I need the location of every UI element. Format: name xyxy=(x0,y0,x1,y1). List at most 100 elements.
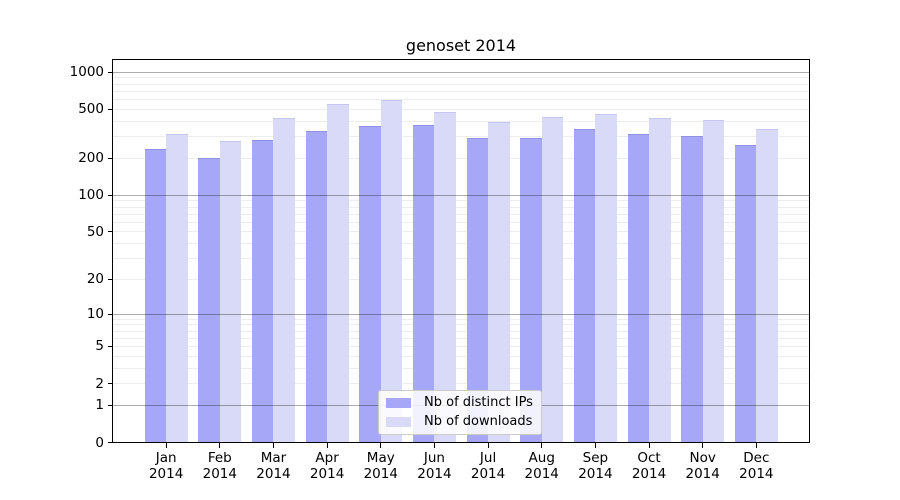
legend-label-downloads: Nb of downloads xyxy=(424,413,533,429)
y-tick-20 xyxy=(108,278,112,280)
chart-title: genoset 2014 xyxy=(405,36,517,55)
gridline-400 xyxy=(113,120,809,122)
bar-jul-downloads xyxy=(488,121,510,443)
bar-sep-distinct-ips xyxy=(573,129,596,443)
bar-nov-distinct-ips xyxy=(681,135,703,443)
bar-jan-downloads xyxy=(166,134,188,443)
gridline-300 xyxy=(113,136,809,138)
gridline-80 xyxy=(113,206,809,208)
bar-jan-distinct-ips xyxy=(144,148,167,443)
y-tick-label-100: 100 xyxy=(78,187,104,204)
x-tick-may xyxy=(380,443,382,448)
bar-may-downloads xyxy=(380,99,403,443)
bar-feb-distinct-ips xyxy=(198,158,220,443)
legend-item-downloads: Nb of downloads xyxy=(386,414,533,430)
y-tick-200 xyxy=(108,157,112,159)
y-tick-label-500: 500 xyxy=(78,101,104,118)
bar-jun-downloads xyxy=(434,111,456,443)
y-tick-10 xyxy=(108,313,112,315)
gridline-700 xyxy=(113,90,809,92)
y-tick-500 xyxy=(108,108,112,110)
x-tick-dec xyxy=(755,443,757,448)
x-tick-label-jun: Jun 2014 xyxy=(417,450,452,482)
y-tick-5 xyxy=(108,345,112,347)
gridline-70 xyxy=(113,213,809,215)
bar-dec-downloads xyxy=(756,129,778,443)
x-tick-label-nov: Nov 2014 xyxy=(685,450,720,482)
y-tick-label-2: 2 xyxy=(95,375,104,392)
bar-oct-distinct-ips xyxy=(627,134,650,443)
bar-feb-downloads xyxy=(219,141,242,443)
x-tick-jul xyxy=(487,443,489,448)
gridline-7 xyxy=(113,330,809,332)
x-tick-label-aug: Aug 2014 xyxy=(524,450,559,482)
plot-area-border xyxy=(112,59,810,443)
gridline-40 xyxy=(113,243,809,244)
x-tick-label-sep: Sep 2014 xyxy=(578,450,613,482)
x-tick-label-dec: Dec 2014 xyxy=(739,450,774,482)
x-tick-oct xyxy=(648,443,650,448)
y-tick-0 xyxy=(108,442,112,443)
x-tick-jun xyxy=(433,443,435,448)
x-tick-label-jul: Jul 2014 xyxy=(470,450,506,482)
y-tick-label-1: 1 xyxy=(95,397,104,414)
bar-jun-distinct-ips xyxy=(412,125,435,443)
bar-jul-distinct-ips xyxy=(466,137,489,443)
bar-apr-distinct-ips xyxy=(305,130,328,443)
y-tick-2 xyxy=(108,383,112,385)
bar-nov-downloads xyxy=(702,119,725,443)
x-tick-label-apr: Apr 2014 xyxy=(309,450,345,482)
legend: Nb of distinct IPs Nb of downloads xyxy=(378,390,542,435)
x-tick-mar xyxy=(272,443,274,448)
y-tick-100 xyxy=(108,194,112,196)
y-tick-label-10: 10 xyxy=(86,306,104,322)
gridline-10 xyxy=(113,313,809,315)
bar-oct-downloads xyxy=(649,118,671,443)
x-tick-label-oct: Oct 2014 xyxy=(631,450,667,482)
gridline-90 xyxy=(113,200,809,202)
gridline-20 xyxy=(113,278,809,280)
y-tick-label-20: 20 xyxy=(86,271,104,288)
gridline-1000 xyxy=(113,71,809,73)
y-tick-label-50: 50 xyxy=(86,223,104,240)
bar-may-distinct-ips xyxy=(359,126,381,443)
x-tick-label-mar: Mar 2014 xyxy=(256,450,291,482)
gridline-100 xyxy=(113,194,809,196)
gridline-5 xyxy=(113,345,809,347)
gridline-60 xyxy=(113,221,809,223)
y-tick-50 xyxy=(108,231,112,233)
gridline-2 xyxy=(113,383,809,385)
bar-mar-distinct-ips xyxy=(251,140,274,443)
y-tick-label-200: 200 xyxy=(78,150,104,167)
x-tick-apr xyxy=(326,443,328,448)
legend-swatch-downloads xyxy=(386,416,411,427)
gridline-6 xyxy=(113,337,809,339)
y-tick-label-0: 0 xyxy=(95,434,104,451)
x-tick-aug xyxy=(541,443,543,448)
bar-mar-downloads xyxy=(273,118,295,443)
gridline-500 xyxy=(113,108,809,110)
gridline-800 xyxy=(113,83,809,85)
gridline-8 xyxy=(113,324,809,326)
legend-swatch-distinct-ips xyxy=(386,398,411,409)
bar-aug-distinct-ips xyxy=(520,137,542,443)
gridline-50 xyxy=(113,231,809,233)
gridline-4 xyxy=(113,355,809,357)
x-tick-sep xyxy=(594,443,596,448)
y-tick-1 xyxy=(108,404,112,406)
x-tick-nov xyxy=(702,443,704,448)
gridline-200 xyxy=(113,157,809,159)
y-tick-label-5: 5 xyxy=(95,338,104,355)
gridline-900 xyxy=(113,77,809,79)
bar-sep-downloads xyxy=(595,114,617,443)
x-tick-jan xyxy=(165,443,167,448)
y-tick-1000 xyxy=(108,71,112,73)
gridline-9 xyxy=(113,318,809,320)
legend-label-distinct-ips: Nb of distinct IPs xyxy=(424,395,533,411)
legend-item-distinct-ips: Nb of distinct IPs xyxy=(386,395,533,411)
y-tick-label-1000: 1000 xyxy=(69,64,104,81)
